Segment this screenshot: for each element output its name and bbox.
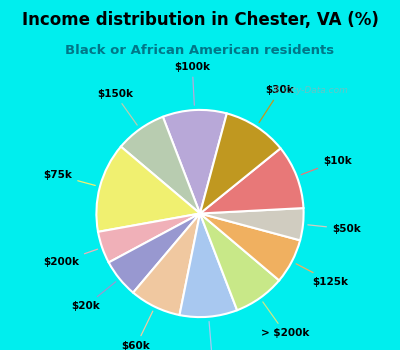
Text: $60k: $60k [122,311,153,350]
Text: $20k: $20k [71,282,116,311]
Text: $10k: $10k [301,156,352,175]
Text: $40k: $40k [198,322,227,350]
Wedge shape [163,110,227,214]
Wedge shape [200,214,300,280]
Wedge shape [98,214,200,262]
Wedge shape [109,214,200,293]
Text: $50k: $50k [308,224,361,234]
Text: $30k: $30k [259,85,294,122]
Text: ® City-Data.com: ® City-Data.com [272,86,348,95]
Text: $125k: $125k [296,264,348,287]
Wedge shape [180,214,237,317]
Text: $150k: $150k [97,89,137,125]
Wedge shape [133,214,200,315]
Text: Income distribution in Chester, VA (%): Income distribution in Chester, VA (%) [22,10,378,28]
Wedge shape [200,148,304,214]
Wedge shape [200,214,279,310]
Wedge shape [121,117,200,214]
Text: $200k: $200k [43,249,98,267]
Text: > $200k: > $200k [261,302,310,338]
Text: $100k: $100k [174,62,210,105]
Text: Black or African American residents: Black or African American residents [66,44,334,57]
Wedge shape [96,147,200,232]
Text: $75k: $75k [44,170,95,186]
Wedge shape [200,208,304,240]
Wedge shape [200,113,280,214]
